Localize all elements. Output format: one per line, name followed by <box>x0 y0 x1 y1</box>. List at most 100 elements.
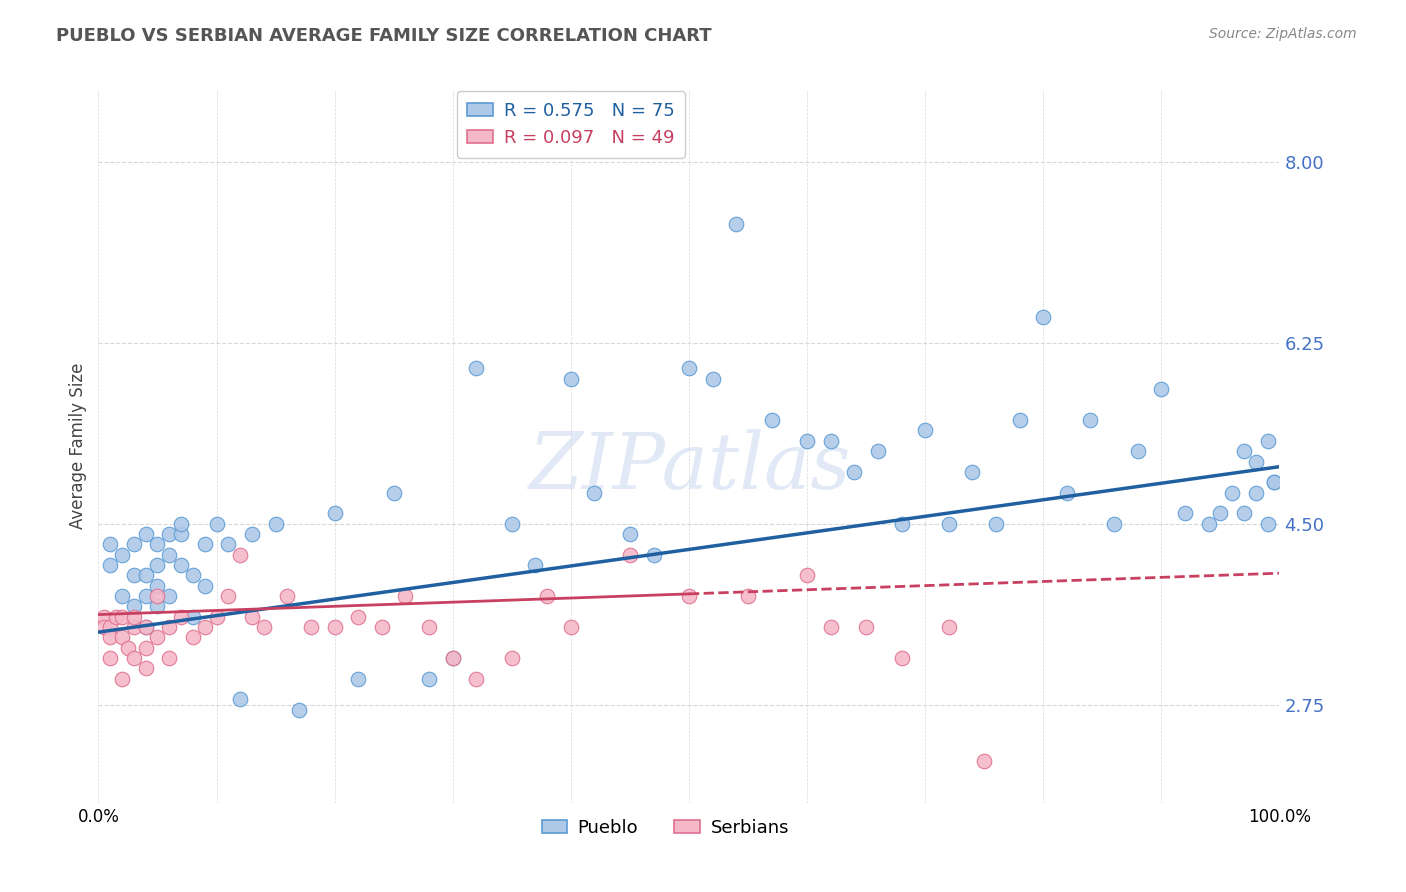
Point <box>135 568 157 582</box>
Point <box>276 589 298 603</box>
Point <box>111 589 134 603</box>
Point <box>371 620 394 634</box>
Point <box>560 620 582 634</box>
Point <box>1244 454 1267 468</box>
Point <box>205 516 228 531</box>
Point <box>146 537 169 551</box>
Point <box>347 672 370 686</box>
Point <box>135 620 157 634</box>
Point <box>117 640 139 655</box>
Point <box>111 609 134 624</box>
Point <box>465 672 488 686</box>
Point <box>122 609 145 624</box>
Point <box>146 599 169 614</box>
Point <box>146 589 169 603</box>
Point <box>1126 444 1149 458</box>
Point <box>560 372 582 386</box>
Point <box>93 609 115 624</box>
Point <box>157 527 180 541</box>
Point <box>98 537 121 551</box>
Point <box>465 361 488 376</box>
Point <box>938 516 960 531</box>
Point <box>796 434 818 448</box>
Point <box>737 589 759 603</box>
Point <box>111 630 134 644</box>
Point <box>382 485 405 500</box>
Point <box>643 548 665 562</box>
Point <box>1220 485 1243 500</box>
Point <box>170 516 193 531</box>
Point <box>135 589 157 603</box>
Point <box>122 651 145 665</box>
Point <box>1263 475 1285 490</box>
Point <box>146 579 169 593</box>
Point <box>1244 485 1267 500</box>
Point <box>205 609 228 624</box>
Point <box>1233 444 1256 458</box>
Point <box>240 527 263 541</box>
Point <box>796 568 818 582</box>
Point <box>1257 516 1279 531</box>
Point <box>1198 516 1220 531</box>
Point <box>761 413 783 427</box>
Point <box>111 548 134 562</box>
Point <box>98 558 121 572</box>
Point <box>157 548 180 562</box>
Point <box>299 620 322 634</box>
Point <box>501 516 523 531</box>
Point <box>441 651 464 665</box>
Point <box>418 672 440 686</box>
Point <box>890 516 912 531</box>
Text: Source: ZipAtlas.com: Source: ZipAtlas.com <box>1209 27 1357 41</box>
Text: PUEBLO VS SERBIAN AVERAGE FAMILY SIZE CORRELATION CHART: PUEBLO VS SERBIAN AVERAGE FAMILY SIZE CO… <box>56 27 711 45</box>
Point <box>111 672 134 686</box>
Point <box>1008 413 1031 427</box>
Point <box>146 558 169 572</box>
Legend: Pueblo, Serbians: Pueblo, Serbians <box>534 812 796 844</box>
Point <box>1233 506 1256 520</box>
Point <box>98 630 121 644</box>
Point <box>844 465 866 479</box>
Point <box>820 620 842 634</box>
Point <box>194 620 217 634</box>
Point <box>962 465 984 479</box>
Point <box>678 589 700 603</box>
Text: ZIPatlas: ZIPatlas <box>527 429 851 506</box>
Point <box>1032 310 1054 324</box>
Point <box>890 651 912 665</box>
Point <box>938 620 960 634</box>
Point <box>678 361 700 376</box>
Point <box>135 527 157 541</box>
Point <box>253 620 276 634</box>
Point <box>135 640 157 655</box>
Point <box>98 620 121 634</box>
Point <box>866 444 889 458</box>
Point <box>394 589 416 603</box>
Point <box>418 620 440 634</box>
Point <box>583 485 606 500</box>
Point <box>170 527 193 541</box>
Point <box>1080 413 1102 427</box>
Point <box>1263 475 1285 490</box>
Point <box>973 755 995 769</box>
Y-axis label: Average Family Size: Average Family Size <box>69 363 87 529</box>
Point <box>1150 382 1173 396</box>
Point <box>122 599 145 614</box>
Point <box>105 609 128 624</box>
Point <box>1174 506 1197 520</box>
Point <box>725 217 748 231</box>
Point <box>157 620 180 634</box>
Point <box>323 506 346 520</box>
Point <box>347 609 370 624</box>
Point <box>619 548 641 562</box>
Point <box>240 609 263 624</box>
Point <box>1056 485 1078 500</box>
Point <box>146 630 169 644</box>
Point <box>914 424 936 438</box>
Point <box>536 589 558 603</box>
Point <box>135 620 157 634</box>
Point <box>501 651 523 665</box>
Point <box>181 609 204 624</box>
Point <box>93 620 115 634</box>
Point <box>157 589 180 603</box>
